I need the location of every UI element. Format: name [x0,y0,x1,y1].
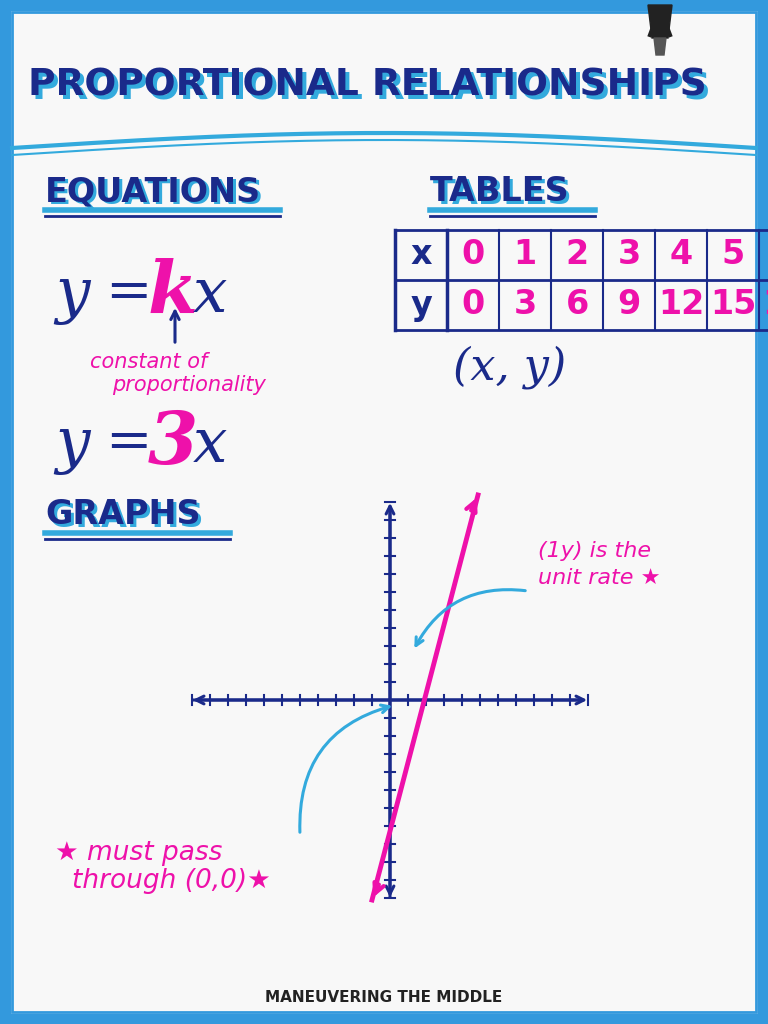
Polygon shape [654,38,666,55]
Text: GRAPHS: GRAPHS [45,498,200,531]
Text: (x, y): (x, y) [453,345,567,389]
Text: k: k [148,258,198,329]
Text: EQUATIONS: EQUATIONS [48,178,264,211]
Text: y: y [55,265,90,325]
Text: constant of: constant of [90,352,207,372]
Text: =: = [105,265,151,319]
Text: EQUATIONS: EQUATIONS [45,175,261,208]
Text: 1: 1 [514,239,537,271]
Text: proportionality: proportionality [112,375,266,395]
Text: 9: 9 [617,289,641,322]
Text: 3: 3 [513,289,537,322]
Text: 3: 3 [617,239,641,271]
Text: ★ must pass: ★ must pass [55,840,223,866]
Text: unit rate ★: unit rate ★ [538,568,660,588]
Text: GRAPHS: GRAPHS [48,501,204,534]
Text: 18: 18 [762,289,768,322]
Text: 4: 4 [670,239,693,271]
Text: x: x [193,265,227,325]
Text: (1y) is the: (1y) is the [538,541,651,561]
Text: 5: 5 [721,239,745,271]
Text: 15: 15 [710,289,756,322]
Text: MANEUVERING THE MIDDLE: MANEUVERING THE MIDDLE [266,990,502,1005]
Text: 0: 0 [462,289,485,322]
Text: PROPORTIONAL RELATIONSHIPS: PROPORTIONAL RELATIONSHIPS [32,72,710,108]
Text: x: x [193,415,227,475]
Text: 3: 3 [148,408,198,479]
Text: through (0,0)★: through (0,0)★ [72,868,271,894]
Text: 2: 2 [565,239,588,271]
Text: x: x [410,239,432,271]
Text: TABLES: TABLES [433,178,573,211]
Text: 0: 0 [462,239,485,271]
Text: TABLES: TABLES [430,175,570,208]
Polygon shape [648,5,672,38]
Text: =: = [105,415,151,470]
Text: 6: 6 [565,289,588,322]
Text: y: y [55,415,90,475]
Text: 12: 12 [658,289,704,322]
Text: y: y [410,289,432,322]
Text: PROPORTIONAL RELATIONSHIPS: PROPORTIONAL RELATIONSHIPS [28,68,707,104]
